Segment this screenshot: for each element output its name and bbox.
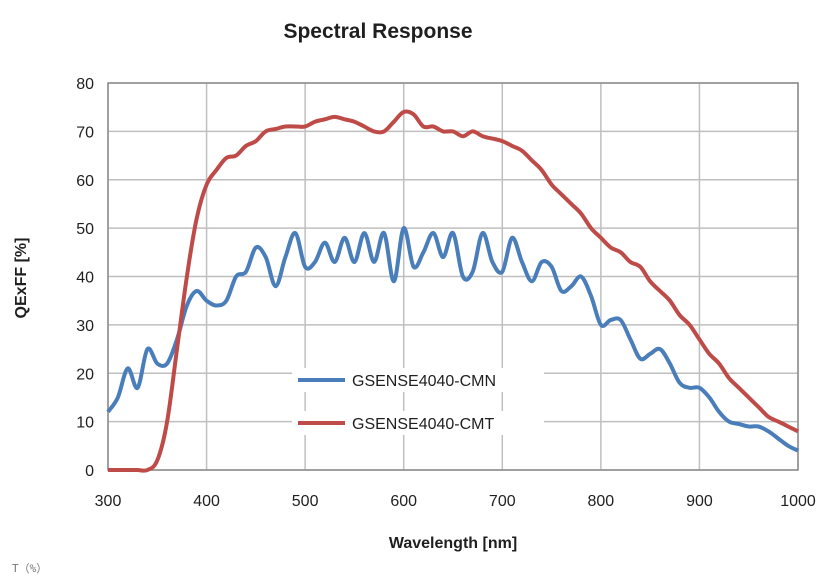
plot-frame — [107, 82, 799, 471]
series-line-gsense4040-cmt — [108, 109, 799, 473]
x-tick-labels: 300 400 500 600 700 800 900 1000 — [95, 493, 816, 510]
x-tick-label: 700 — [489, 493, 516, 510]
x-tick-label: 600 — [390, 493, 417, 510]
x-tick-label: 1000 — [780, 493, 816, 510]
y-tick-label: 70 — [76, 124, 94, 141]
legend-entry: GSENSE4040-CMN — [352, 373, 496, 390]
x-tick-label: 800 — [588, 493, 615, 510]
y-tick-labels: 0 10 20 30 40 50 60 70 80 — [76, 76, 94, 480]
series-lines — [106, 109, 799, 473]
y-tick-label: 60 — [76, 173, 94, 190]
legend-entry: GSENSE4040-CMT — [352, 416, 494, 433]
y-tick-label: 10 — [76, 415, 94, 432]
chart-title: Spectral Response — [283, 20, 472, 43]
y-axis-label: QExFF [%] — [13, 238, 30, 319]
x-tick-label: 400 — [193, 493, 220, 510]
y-tick-label: 80 — [76, 76, 94, 93]
spectral-response-chart: Spectral Response 0 10 20 30 40 50 60 70 80 300 4… — [13, 20, 816, 552]
x-tick-label: 500 — [292, 493, 319, 510]
legend: GSENSE4040-CMN GSENSE4040-CMT — [292, 368, 544, 435]
y-tick-label: 50 — [76, 221, 94, 238]
y-tick-label: 20 — [76, 366, 94, 383]
x-tick-label: 300 — [95, 493, 122, 510]
y-tick-label: 40 — [76, 270, 94, 287]
y-tick-label: 0 — [85, 463, 94, 480]
series-line-gsense4040-cmn — [106, 226, 799, 453]
y-tick-label: 30 — [76, 318, 94, 335]
footnote-text: T（%） — [12, 562, 48, 575]
x-axis-label: Wavelength [nm] — [389, 535, 517, 552]
x-tick-label: 900 — [686, 493, 713, 510]
